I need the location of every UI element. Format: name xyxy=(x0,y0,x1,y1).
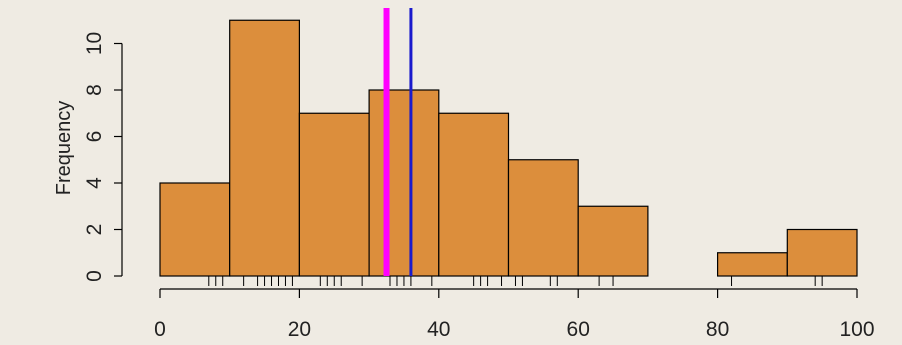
x-tick-label-0: 0 xyxy=(154,318,166,341)
histogram-bar-90-100 xyxy=(786,228,858,277)
x-axis: 0 20 40 60 80 100 xyxy=(154,288,875,341)
y-tick-label-0: 0 xyxy=(83,270,106,282)
histogram-bar-50-60 xyxy=(507,159,579,277)
histogram-bars xyxy=(159,19,858,277)
x-tick-label-60: 60 xyxy=(567,318,590,341)
histogram-bar-40-50 xyxy=(438,112,510,277)
histogram-bar-10-20 xyxy=(229,19,300,277)
reference-lines xyxy=(383,8,413,276)
histogram-bar-30-40 xyxy=(368,89,440,277)
y-tick-label-8: 8 xyxy=(83,84,106,96)
y-axis: 0 2 4 6 8 10 xyxy=(83,32,123,282)
x-tick-label-20: 20 xyxy=(288,318,311,341)
y-tick-label-2: 2 xyxy=(83,224,106,236)
y-tick-label-10: 10 xyxy=(83,32,106,55)
x-tick-label-40: 40 xyxy=(427,318,450,341)
histogram-bar-20-30 xyxy=(298,112,370,277)
histogram-bar-60-70 xyxy=(577,205,649,277)
histogram-bar-0-10 xyxy=(159,182,231,277)
y-axis-title: Frequency xyxy=(53,101,75,196)
x-tick-label-80: 80 xyxy=(706,318,729,341)
x-tick-label-100: 100 xyxy=(839,318,874,341)
rug-marks xyxy=(208,276,823,286)
y-tick-label-4: 4 xyxy=(83,177,106,189)
histogram-bar-80-90 xyxy=(716,252,788,277)
y-tick-label-6: 6 xyxy=(83,131,106,143)
